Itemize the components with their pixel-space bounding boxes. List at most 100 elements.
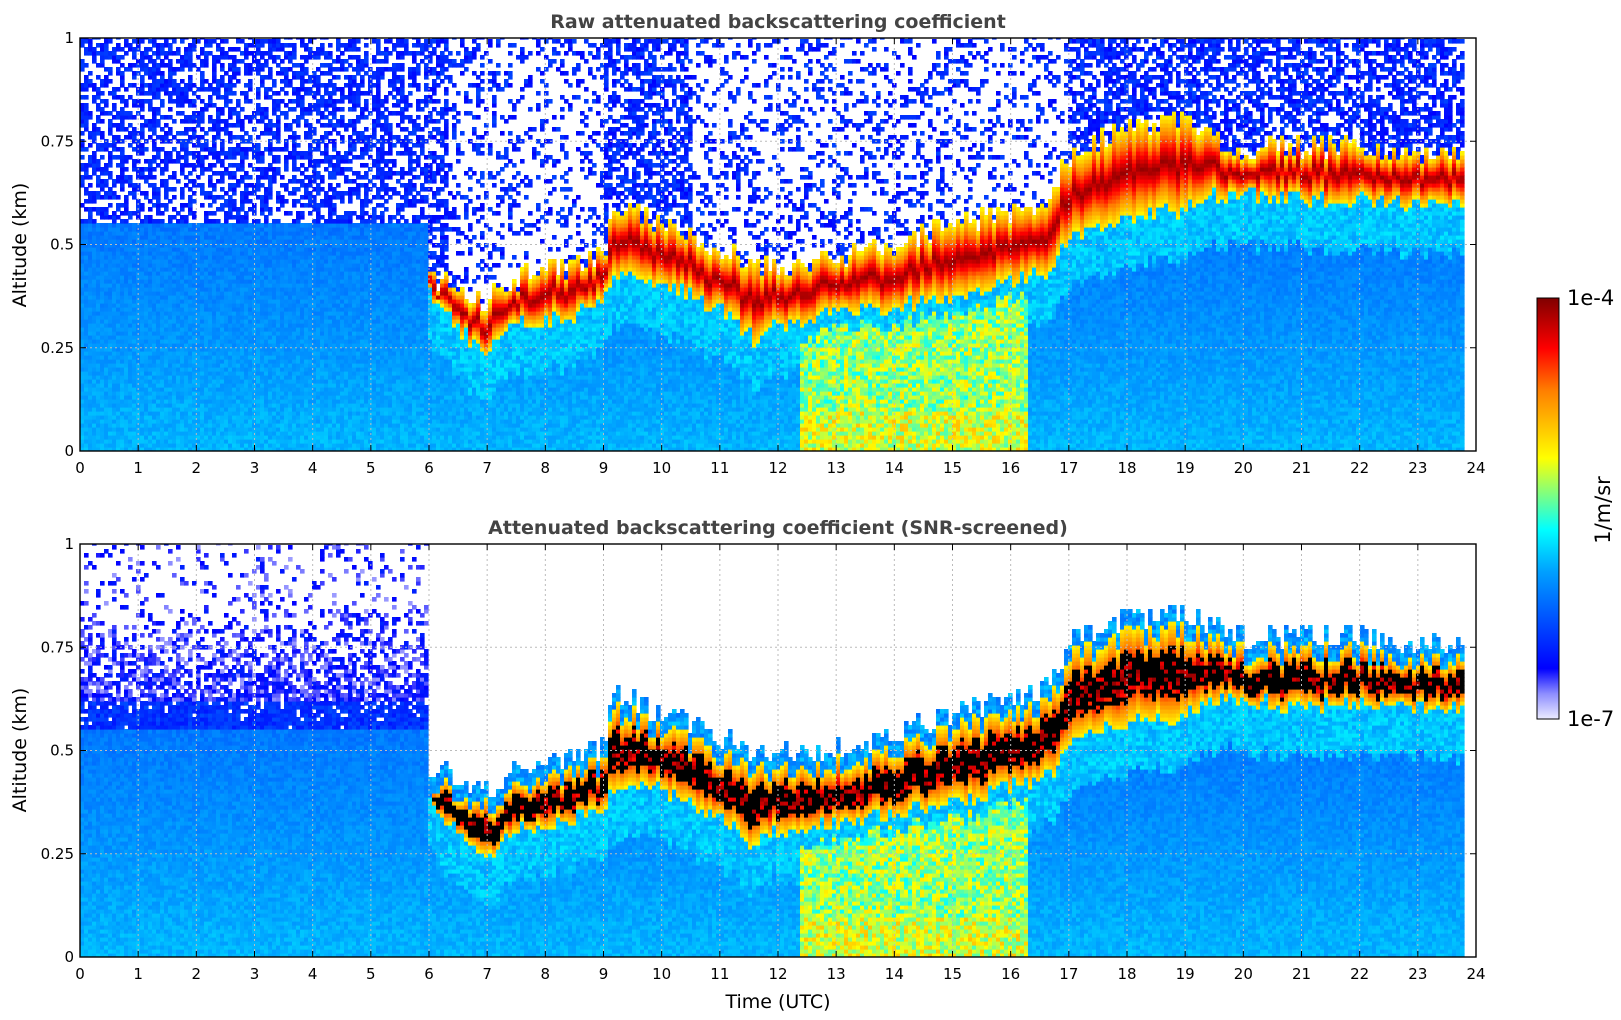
heatmap-cell [84,167,89,172]
heatmap-cell [100,147,105,152]
heatmap-cell [104,435,109,440]
heatmap-cell [116,359,121,364]
heatmap-cell [96,383,101,388]
heatmap-cell [116,307,121,312]
heatmap-cell [116,279,121,284]
heatmap-cell [108,367,113,372]
heatmap-cell [116,423,121,428]
heatmap-cell [84,147,89,152]
heatmap-cell [116,331,121,336]
heatmap-cell [104,227,109,232]
heatmap-cell [92,359,97,364]
heatmap-cell [104,267,109,272]
heatmap-cell [88,211,93,216]
heatmap-cell [104,355,109,360]
heatmap-cell [108,187,113,192]
heatmap-cell [124,251,129,256]
heatmap-cell [124,219,129,224]
heatmap-cell [120,307,125,312]
heatmap-cell [120,395,125,400]
heatmap-cell [84,415,89,420]
heatmap-cell [100,307,105,312]
heatmap-cell [116,155,121,160]
heatmap-cell [88,195,93,200]
heatmap-cell [124,111,129,116]
heatmap-cell [100,423,105,428]
heatmap-cell [128,435,133,440]
heatmap-cell [108,203,113,208]
heatmap-cell [96,287,101,292]
heatmap-cell [108,355,113,360]
heatmap-cell [124,243,129,248]
heatmap-cell [100,47,105,52]
heatmap-cell [108,327,113,332]
heatmap-cell [120,107,125,112]
heatmap-cell [96,263,101,268]
heatmap-cell [104,67,109,72]
heatmap-cell [116,315,121,320]
heatmap-cell [108,247,113,252]
heatmap-cell [112,375,117,380]
heatmap-cell [112,251,117,256]
heatmap-cell [88,387,93,392]
heatmap-cell [104,143,109,148]
heatmap-cell [112,407,117,412]
heatmap-cell [116,323,121,328]
heatmap-cell [100,79,105,84]
heatmap-cell [108,419,113,424]
heatmap-cell [84,343,89,348]
heatmap-cell [104,211,109,216]
heatmap-cell [88,251,93,256]
heatmap-cell [92,443,97,448]
heatmap-cell [96,115,101,120]
heatmap-cell [104,111,109,116]
heatmap-cell [112,335,117,340]
heatmap-cell [92,419,97,424]
heatmap-cell [88,407,93,412]
heatmap-cell [108,427,113,432]
heatmap-cell [92,207,97,212]
heatmap-cell [120,263,125,268]
heatmap-cell [128,391,133,396]
heatmap-cell [92,375,97,380]
heatmap-cell [124,399,129,404]
heatmap-cell [104,43,109,48]
heatmap-cell [120,291,125,296]
heatmap-cell [104,419,109,424]
heatmap-cell [116,271,121,276]
heatmap-cell [116,175,121,180]
heatmap-cell [96,167,101,172]
heatmap-cell [116,343,121,348]
heatmap-cell [88,243,93,248]
heatmap-cell [100,259,105,264]
heatmap-cell [128,439,133,444]
heatmap-cell [120,431,125,436]
heatmap-cell [100,239,105,244]
heatmap-cell [88,383,93,388]
heatmap-cell [104,163,109,168]
heatmap-cell [92,391,97,396]
heatmap-cell [96,143,101,148]
heatmap-cell [104,311,109,316]
heatmap-cell [120,299,125,304]
heatmap-cell [108,291,113,296]
heatmap-cell [84,207,89,212]
heatmap-cell [96,319,101,324]
heatmap-cell [124,403,129,408]
heatmap-cell [104,251,109,256]
heatmap-cell [120,363,125,368]
heatmap-cell [96,255,101,260]
heatmap-cell [96,339,101,344]
heatmap-cell [124,99,129,104]
heatmap-cell [104,255,109,260]
heatmap-cell [104,395,109,400]
heatmap-cell [124,103,129,108]
heatmap-cell [92,171,97,176]
heatmap-cell [124,247,129,252]
heatmap-cell [120,411,125,416]
heatmap-cell [112,115,117,120]
heatmap-cell [108,259,113,264]
heatmap-cell [128,367,133,372]
heatmap-cell [92,287,97,292]
heatmap-cell [84,123,89,128]
